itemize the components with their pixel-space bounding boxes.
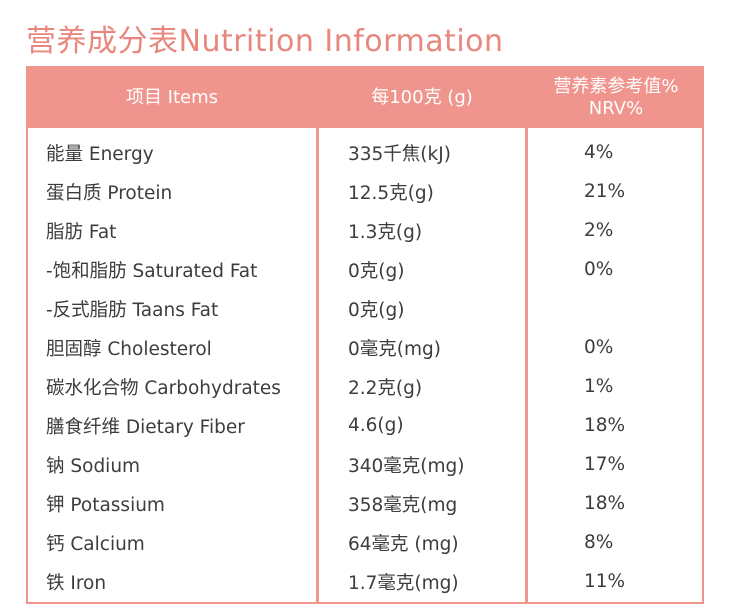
nutrient-nrv: 8% [584, 532, 614, 553]
table-row: 蛋白质 Protein 12.5克(g) 21% [28, 172, 702, 211]
nutrient-nrv: 0% [584, 259, 614, 280]
nutrient-nrv: 4% [584, 142, 614, 163]
nutrient-name: 能量 Energy [46, 143, 154, 165]
nutrient-amount: 12.5克(g) [348, 182, 434, 204]
table-row: 碳水化合物 Carbohydrates 2.2克(g) 1% [28, 367, 702, 406]
nutrition-table: 项目 Items 每100克 (g) 营养素参考值% NRV% 能量 Energ… [26, 66, 704, 604]
table-row: 钾 Potassium 358毫克(mg 18% [28, 484, 702, 523]
nutrient-name: 膳食纤维 Dietary Fiber [46, 416, 245, 438]
table-row: 钙 Calcium 64毫克 (mg) 8% [28, 523, 702, 562]
nutrient-amount: 340毫克(mg) [348, 455, 465, 477]
nutrient-amount: 0克(g) [348, 299, 405, 321]
nutrient-amount: 1.3克(g) [348, 221, 423, 243]
nutrient-name: -反式脂肪 Taans Fat [46, 299, 219, 321]
nutrient-amount: 1.7毫克(mg) [348, 572, 459, 594]
nutrient-name: 胆固醇 Cholesterol [46, 338, 212, 360]
nutrient-amount: 64毫克 (mg) [348, 533, 459, 555]
table-row: 铁 Iron 1.7毫克(mg) 11% [28, 562, 702, 601]
nutrient-nrv: 0% [584, 337, 614, 358]
column-divider-2 [525, 68, 528, 602]
nutrient-amount: 2.2克(g) [348, 377, 423, 399]
header-nrv: 营养素参考值% NRV% [528, 68, 704, 128]
table-row: -反式脂肪 Taans Fat 0克(g) [28, 289, 702, 328]
table-row: 能量 Energy 335千焦(kJ) 4% [28, 133, 702, 172]
nutrient-name: 铁 Iron [46, 572, 107, 594]
nutrient-nrv: 18% [584, 415, 626, 436]
header-nrv-line1: 营养素参考值% [553, 76, 679, 97]
column-divider-1 [316, 68, 319, 602]
nutrient-nrv: 18% [584, 493, 626, 514]
nutrient-name: 钾 Potassium [46, 494, 165, 516]
nutrient-amount: 0克(g) [348, 260, 405, 282]
nutrient-nrv: 21% [584, 181, 626, 202]
table-row: -饱和脂肪 Saturated Fat 0克(g) 0% [28, 250, 702, 289]
table-row: 膳食纤维 Dietary Fiber 4.6(g) 18% [28, 406, 702, 445]
header-per-100g: 每100克 (g) [371, 87, 473, 108]
nutrient-name: 蛋白质 Protein [46, 182, 173, 204]
header-nrv-line2: NRV% [588, 98, 644, 119]
nutrient-amount: 358毫克(mg [348, 494, 458, 516]
page-title: 营养成分表Nutrition Information [26, 24, 504, 59]
nutrient-name: 脂肪 Fat [46, 221, 117, 243]
header-items: 项目 Items [125, 87, 219, 108]
nutrient-amount: 4.6(g) [348, 415, 404, 436]
table-row: 胆固醇 Cholesterol 0毫克(mg) 0% [28, 328, 702, 367]
nutrient-amount: 335千焦(kJ) [348, 143, 451, 165]
nutrient-name: 碳水化合物 Carbohydrates [46, 377, 281, 399]
nutrient-name: 钙 Calcium [46, 533, 145, 555]
table-header: 项目 Items 每100克 (g) 营养素参考值% NRV% [28, 68, 702, 128]
nutrient-nrv: 11% [584, 571, 626, 592]
nutrient-nrv: 1% [584, 376, 614, 397]
nutrient-nrv: 2% [584, 220, 614, 241]
table-row: 钠 Sodium 340毫克(mg) 17% [28, 445, 702, 484]
nutrient-nrv: 17% [584, 454, 626, 475]
table-row: 脂肪 Fat 1.3克(g) 2% [28, 211, 702, 250]
nutrient-name: 钠 Sodium [46, 455, 141, 477]
nutrient-amount: 0毫克(mg) [348, 338, 441, 360]
nutrient-name: -饱和脂肪 Saturated Fat [46, 260, 258, 282]
